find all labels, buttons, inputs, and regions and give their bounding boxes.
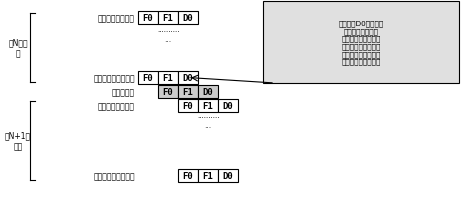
Bar [198, 100, 218, 113]
Text: F0: F0 [143, 14, 153, 23]
Text: D0: D0 [223, 101, 233, 110]
Text: F1: F1 [163, 74, 173, 83]
Bar [158, 72, 178, 85]
Text: F0: F0 [182, 101, 194, 110]
Text: F0: F0 [163, 87, 173, 97]
Text: 第N次循
环: 第N次循 环 [8, 39, 28, 58]
Text: ..........: .......... [197, 113, 219, 118]
Text: F0: F0 [182, 171, 194, 180]
Text: 第N+1次
循环: 第N+1次 循环 [5, 131, 31, 150]
Text: 插入的气泡: 插入的气泡 [112, 87, 135, 97]
Bar [178, 86, 198, 99]
Text: 循环体最后一条指令: 循环体最后一条指令 [93, 74, 135, 83]
Bar [158, 12, 178, 25]
Text: F1: F1 [203, 171, 213, 180]
Text: D0: D0 [182, 74, 194, 83]
Bar [263, 2, 459, 84]
Text: F1: F1 [203, 101, 213, 110]
Bar [198, 169, 218, 182]
Bar [178, 169, 198, 182]
Text: 循环体第一条指令: 循环体第一条指令 [98, 101, 135, 110]
Bar [138, 12, 158, 25]
Text: 循环体第一条指令: 循环体第一条指令 [98, 14, 135, 23]
Text: ...: ... [205, 121, 212, 130]
Bar [218, 100, 238, 113]
Bar [198, 86, 218, 99]
Bar [178, 12, 198, 25]
Text: ...: ... [164, 35, 171, 44]
Bar [138, 72, 158, 85]
Text: F1: F1 [182, 87, 194, 97]
Text: F1: F1 [163, 14, 173, 23]
Text: D0: D0 [182, 14, 194, 23]
Bar [178, 100, 198, 113]
Text: 在流水线D0译码出为
循环体最后一条指
令，并且循环没有结
束，则发出程序存储
器的读请求，请求读
取循环体第一条指令: 在流水线D0译码出为 循环体最后一条指 令，并且循环没有结 束，则发出程序存储 … [338, 21, 383, 65]
Text: 循环体最后一条指令: 循环体最后一条指令 [93, 171, 135, 180]
Bar [218, 169, 238, 182]
Text: D0: D0 [203, 87, 213, 97]
Bar [178, 72, 198, 85]
Text: F0: F0 [143, 74, 153, 83]
Text: D0: D0 [223, 171, 233, 180]
Bar [158, 86, 178, 99]
Text: ..........: .......... [157, 27, 179, 33]
